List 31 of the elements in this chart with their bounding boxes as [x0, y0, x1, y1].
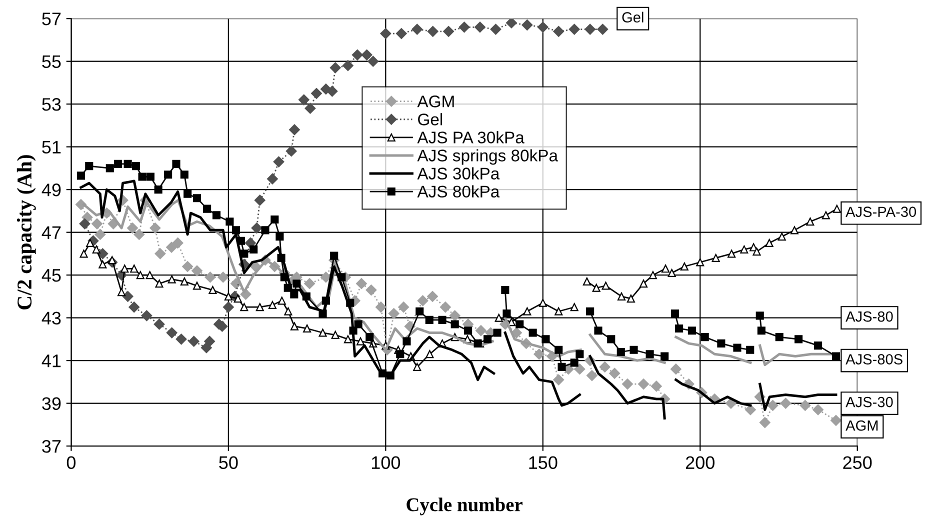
legend-label: AGM: [417, 96, 454, 108]
y-tick-label: 55: [42, 55, 61, 68]
x-tick-label: 0: [66, 456, 76, 470]
legend-label: Gel: [418, 113, 442, 126]
x-tick-label: 150: [529, 456, 558, 470]
x-tick-label: 100: [372, 456, 400, 470]
annotation: AGM: [846, 420, 878, 431]
x-tick-label: 50: [219, 456, 238, 470]
y-tick-label: 45: [42, 269, 61, 282]
annotation: AJS-80S: [846, 354, 902, 364]
x-tick-label: 200: [686, 456, 714, 470]
y-axis-title: C/2 capacity (Ah): [16, 155, 36, 310]
y-tick-label: 57: [42, 12, 61, 26]
annotation: Gel: [622, 12, 644, 22]
y-tick-label: 49: [42, 184, 61, 196]
annotation: AJS-PA-30: [846, 206, 916, 217]
y-tick-label: 51: [42, 140, 61, 154]
y-tick-label: 39: [42, 397, 61, 410]
annotation: AJS-30: [846, 396, 893, 408]
y-tick-label: 41: [42, 354, 61, 368]
y-tick-label: 43: [42, 312, 61, 325]
y-tick-label: 47: [42, 226, 61, 239]
legend-label: AJS springs 80kPa: [417, 149, 558, 165]
legend-label: AJS 80kPa: [417, 185, 500, 198]
annotation: AJS-80: [846, 311, 893, 322]
legend-label: AJS PA 30kPa: [417, 131, 524, 144]
legend-label: AJS 30kPa: [417, 167, 500, 180]
x-tick-label: 250: [843, 456, 872, 470]
x-axis-title: Cycle number: [406, 498, 522, 516]
y-tick-label: 37: [42, 440, 61, 453]
y-tick-label: 53: [42, 98, 61, 111]
